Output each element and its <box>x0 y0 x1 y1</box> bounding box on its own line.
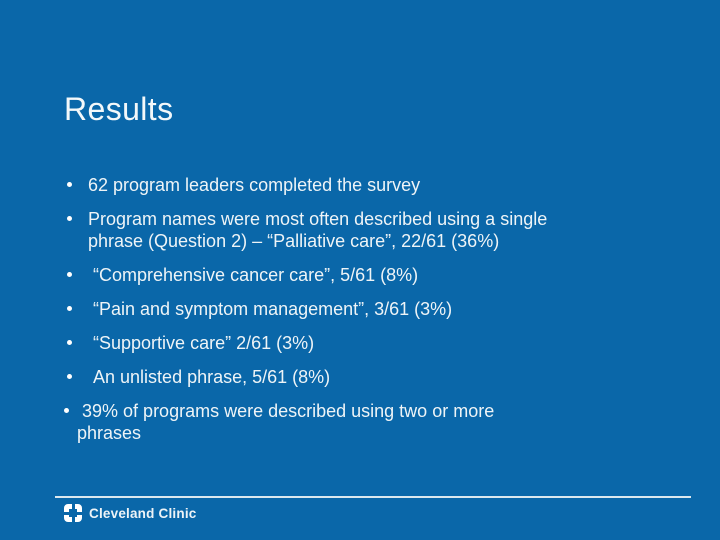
bullet-list: 62 program leaders completed the survey P… <box>64 174 596 456</box>
bullet-item: 62 program leaders completed the survey <box>64 174 596 196</box>
bullet-item: Program names were most often described … <box>64 208 596 252</box>
bullet-item: An unlisted phrase, 5/61 (8%) <box>64 366 596 388</box>
brand-name: Cleveland Clinic <box>89 505 197 521</box>
footer-divider <box>55 496 691 498</box>
logo-horizontal-gap <box>64 511 82 515</box>
bullet-item: “Pain and symptom management”, 3/61 (3%) <box>64 298 596 320</box>
bullet-item: “Supportive care” 2/61 (3%) <box>64 332 596 354</box>
slide-title: Results <box>64 91 174 127</box>
footer-brand: Cleveland Clinic <box>64 504 196 522</box>
cleveland-clinic-logo-icon <box>64 504 82 522</box>
bullet-item: 39% of programs were described using two… <box>64 400 596 444</box>
bullet-item: “Comprehensive cancer care”, 5/61 (8%) <box>64 264 596 286</box>
